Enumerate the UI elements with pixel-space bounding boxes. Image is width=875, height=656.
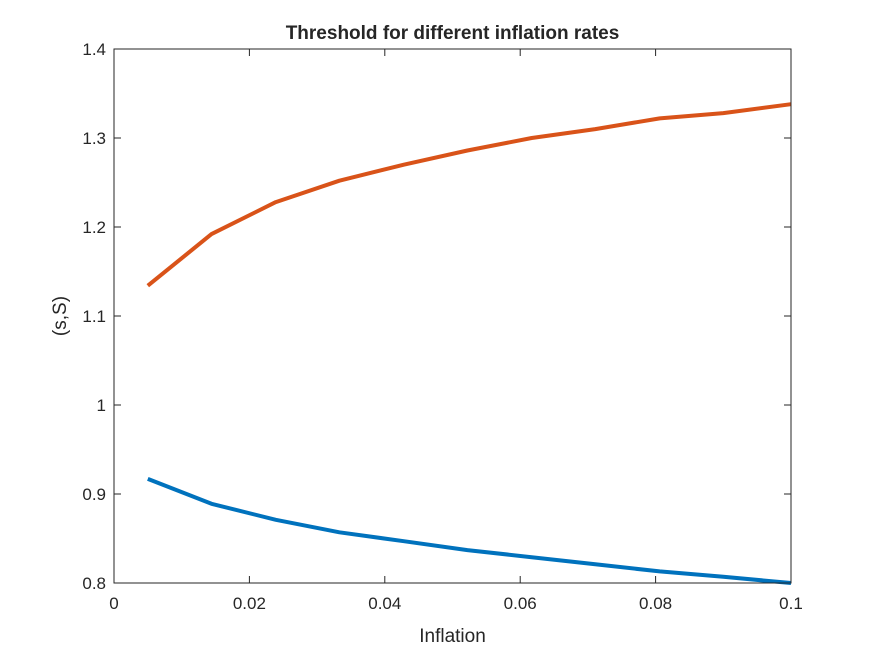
y-tick-label: 0.8 xyxy=(82,574,106,593)
chart-title: Threshold for different inflation rates xyxy=(286,23,620,44)
y-axis-label: (s,S) xyxy=(50,296,71,336)
x-tick-label: 0.1 xyxy=(779,594,803,613)
series-line-1 xyxy=(147,477,792,585)
x-tick-label: 0.08 xyxy=(639,594,672,613)
x-axis-label: Inflation xyxy=(419,626,486,647)
x-tick-label: 0.04 xyxy=(368,594,401,613)
x-tick-label: 0.06 xyxy=(504,594,537,613)
y-tick-label: 1.1 xyxy=(82,307,106,326)
x-axis: 0 0.02 0.04 0.06 0.08 0.1 xyxy=(109,49,803,613)
y-axis: 0.8 0.9 1 1.1 1.2 1.3 1.4 xyxy=(82,40,791,593)
series-layer xyxy=(146,102,792,585)
y-tick-label: 0.9 xyxy=(82,485,106,504)
y-tick-label: 1.3 xyxy=(82,129,106,148)
y-tick-label: 1 xyxy=(97,396,106,415)
x-tick-label: 0.02 xyxy=(233,594,266,613)
x-tick-label: 0 xyxy=(109,594,118,613)
y-tick-label: 1.2 xyxy=(82,218,106,237)
y-tick-label: 1.4 xyxy=(82,40,106,59)
plot-area xyxy=(114,49,791,583)
series-line-2 xyxy=(146,102,792,288)
